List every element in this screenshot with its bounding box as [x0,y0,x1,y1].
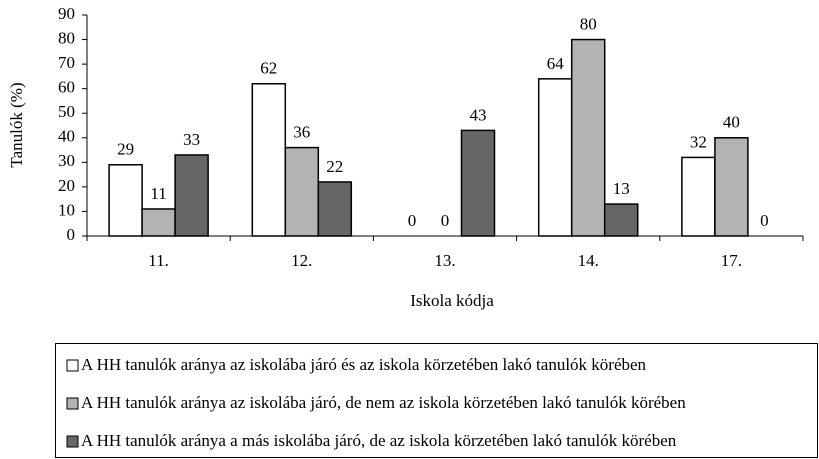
y-tick-label: 30 [58,151,75,170]
y-tick-label: 80 [58,28,75,47]
x-tick-label: 13. [434,251,455,270]
legend-swatch [66,435,79,448]
data-label: 64 [547,54,565,73]
y-tick-label: 50 [58,102,75,121]
data-label: 43 [470,105,487,124]
y-tick-label: 60 [58,78,75,97]
bar [537,78,573,237]
bar [714,137,749,237]
data-label: 0 [760,211,769,230]
y-tick-label: 40 [58,127,75,146]
legend-label: A HH tanulók aránya a más iskolába járó,… [81,431,677,450]
data-label: 33 [183,130,200,149]
bar [603,203,639,237]
bar [251,83,287,237]
bar [317,181,353,237]
legend-label: A HH tanulók aránya az iskolába járó és … [81,355,647,374]
data-label: 11 [150,184,166,203]
data-label: 36 [293,123,310,142]
x-tick-label: 12. [291,251,312,270]
x-axis-label: Iskola kódja [410,291,494,310]
bar [174,154,209,237]
data-label: 22 [326,157,343,176]
bar [284,146,320,237]
x-tick-label: 17. [721,251,742,270]
bar [460,129,496,237]
x-tick-label: 14. [578,251,599,270]
bar [570,38,606,237]
data-label: 32 [690,132,707,151]
data-label: 29 [117,140,134,159]
x-tick-label: 11. [148,251,169,270]
y-tick-label: 70 [58,53,75,72]
data-label: 0 [441,211,450,230]
y-tick-label: 20 [58,176,75,195]
data-label: 13 [613,179,630,198]
legend-swatch [66,397,79,410]
data-label: 0 [408,211,417,230]
legend-swatch [66,359,79,372]
y-tick-label: 0 [67,225,76,244]
bar [108,164,143,237]
data-label: 62 [260,59,277,78]
data-label: 80 [580,14,597,33]
legend-box [55,343,818,458]
legend-label: A HH tanulók aránya az iskolába járó, de… [81,393,686,412]
y-tick-label: 90 [58,4,75,23]
y-axis-label: Tanulók (%) [7,82,26,167]
bar [141,208,176,237]
y-tick-label: 10 [58,200,75,219]
bar [681,156,716,237]
data-label: 40 [723,113,740,132]
